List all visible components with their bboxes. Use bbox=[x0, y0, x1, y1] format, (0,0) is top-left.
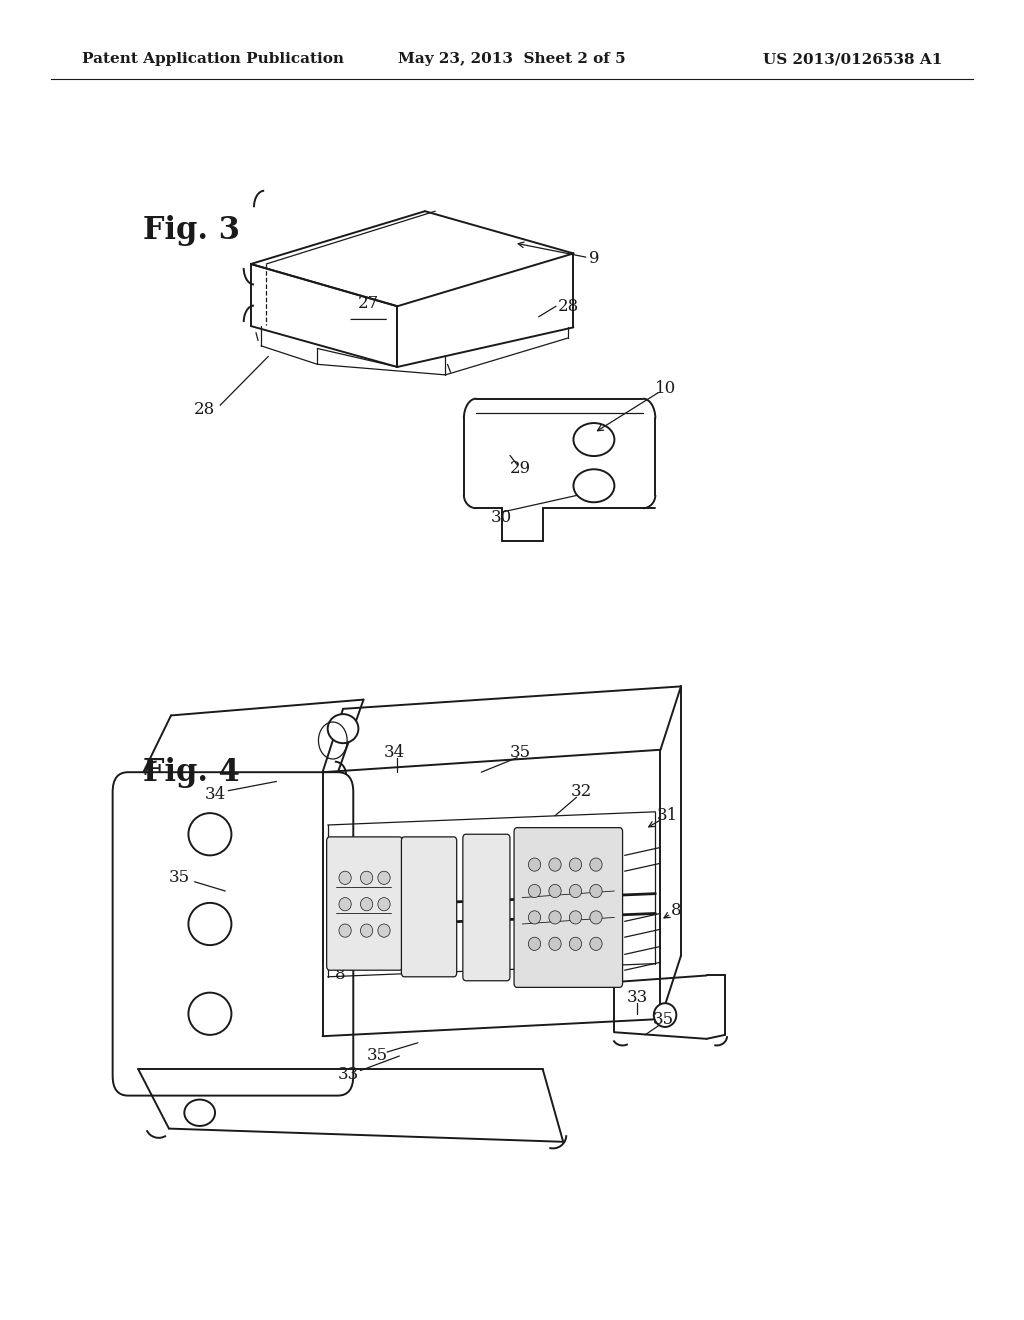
Ellipse shape bbox=[528, 911, 541, 924]
Ellipse shape bbox=[378, 871, 390, 884]
Ellipse shape bbox=[339, 898, 351, 911]
Ellipse shape bbox=[339, 871, 351, 884]
Text: 35: 35 bbox=[367, 1048, 387, 1064]
Text: 29: 29 bbox=[510, 461, 530, 477]
Ellipse shape bbox=[653, 1003, 676, 1027]
FancyBboxPatch shape bbox=[113, 772, 353, 1096]
Text: 8: 8 bbox=[335, 966, 345, 982]
Text: 31: 31 bbox=[657, 808, 678, 824]
Ellipse shape bbox=[188, 903, 231, 945]
Ellipse shape bbox=[549, 884, 561, 898]
FancyBboxPatch shape bbox=[463, 834, 510, 981]
Ellipse shape bbox=[184, 1100, 215, 1126]
Text: 8: 8 bbox=[671, 903, 681, 919]
Ellipse shape bbox=[360, 871, 373, 884]
Text: Fig. 4: Fig. 4 bbox=[143, 756, 241, 788]
Ellipse shape bbox=[569, 911, 582, 924]
Ellipse shape bbox=[549, 937, 561, 950]
Ellipse shape bbox=[573, 470, 614, 502]
Text: 28: 28 bbox=[558, 298, 579, 314]
Ellipse shape bbox=[590, 937, 602, 950]
Ellipse shape bbox=[328, 714, 358, 743]
Ellipse shape bbox=[378, 898, 390, 911]
Ellipse shape bbox=[188, 993, 231, 1035]
Text: May 23, 2013  Sheet 2 of 5: May 23, 2013 Sheet 2 of 5 bbox=[398, 53, 626, 66]
Ellipse shape bbox=[549, 911, 561, 924]
Ellipse shape bbox=[528, 884, 541, 898]
Ellipse shape bbox=[590, 911, 602, 924]
Text: 27: 27 bbox=[358, 296, 379, 312]
FancyBboxPatch shape bbox=[327, 837, 402, 970]
Ellipse shape bbox=[188, 813, 231, 855]
Text: 35: 35 bbox=[169, 870, 189, 886]
Ellipse shape bbox=[590, 858, 602, 871]
Text: Fig. 3: Fig. 3 bbox=[143, 215, 241, 247]
Text: 35: 35 bbox=[510, 744, 530, 760]
Text: 33: 33 bbox=[627, 990, 647, 1006]
Text: 32: 32 bbox=[571, 784, 592, 800]
Ellipse shape bbox=[339, 924, 351, 937]
Ellipse shape bbox=[528, 858, 541, 871]
Text: 34: 34 bbox=[205, 787, 225, 803]
Text: 28: 28 bbox=[195, 401, 215, 417]
Text: Patent Application Publication: Patent Application Publication bbox=[82, 53, 344, 66]
Ellipse shape bbox=[528, 937, 541, 950]
Ellipse shape bbox=[569, 884, 582, 898]
Ellipse shape bbox=[360, 924, 373, 937]
Text: 35: 35 bbox=[653, 1011, 674, 1027]
Ellipse shape bbox=[569, 937, 582, 950]
Text: 34: 34 bbox=[384, 744, 404, 760]
Ellipse shape bbox=[378, 924, 390, 937]
Text: 9: 9 bbox=[589, 251, 599, 267]
Text: 30: 30 bbox=[492, 510, 512, 525]
Ellipse shape bbox=[573, 422, 614, 455]
Ellipse shape bbox=[549, 858, 561, 871]
Text: 33: 33 bbox=[338, 1067, 358, 1082]
Ellipse shape bbox=[590, 884, 602, 898]
FancyBboxPatch shape bbox=[514, 828, 623, 987]
Ellipse shape bbox=[360, 898, 373, 911]
Text: US 2013/0126538 A1: US 2013/0126538 A1 bbox=[763, 53, 942, 66]
FancyBboxPatch shape bbox=[401, 837, 457, 977]
Text: 10: 10 bbox=[655, 380, 676, 396]
Ellipse shape bbox=[569, 858, 582, 871]
